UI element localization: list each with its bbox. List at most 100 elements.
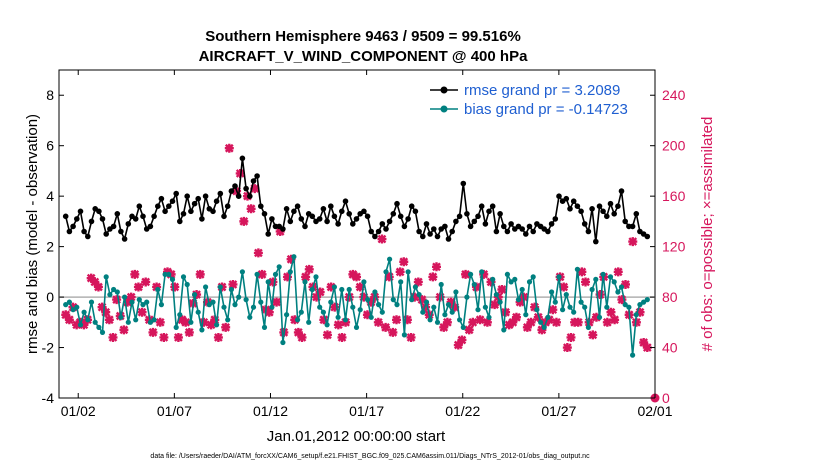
bias-point <box>412 284 418 290</box>
bias-point <box>313 274 319 280</box>
right-y-tick-label: 120 <box>662 239 686 255</box>
bias-point <box>247 314 253 320</box>
bias-point <box>526 279 533 285</box>
bias-point <box>434 319 441 325</box>
obs-count-marker <box>381 322 391 332</box>
bias-point <box>236 294 242 300</box>
rmse-point <box>633 211 640 217</box>
bias-point <box>534 307 540 313</box>
bias-point <box>232 302 238 308</box>
obs-count-marker <box>264 307 274 317</box>
bias-point <box>147 319 153 325</box>
obs-count-marker <box>511 312 521 322</box>
obs-count-marker <box>581 277 591 287</box>
bias-point <box>346 286 352 293</box>
obs-count-marker <box>297 332 307 342</box>
bias-point <box>641 299 647 305</box>
legend-rmse-marker <box>440 86 448 94</box>
rmse-point <box>574 203 581 209</box>
obs-count-marker <box>613 267 623 277</box>
bias-point <box>475 307 481 313</box>
right-y-tick-label: 200 <box>662 138 686 154</box>
bias-point <box>379 309 385 315</box>
obs-count-marker <box>159 332 169 342</box>
bias-point <box>63 302 69 308</box>
obs-count-marker <box>184 327 194 337</box>
obs-count-marker <box>108 332 118 342</box>
rmse-point <box>420 233 426 240</box>
rmse-point <box>567 206 573 212</box>
bias-point <box>567 304 573 310</box>
rmse-point <box>232 183 238 189</box>
obs-count-marker <box>112 295 122 305</box>
obs-count-marker <box>86 273 96 283</box>
bias-point <box>490 276 496 282</box>
obs-count-marker <box>373 317 383 327</box>
bias-point <box>350 304 356 310</box>
rmse-point <box>604 213 610 220</box>
bias-point <box>155 286 161 293</box>
obs-count-marker <box>548 305 558 315</box>
obs-count-marker <box>635 307 645 317</box>
obs-count-marker <box>515 297 525 307</box>
obs-count-marker <box>573 317 583 327</box>
bias-point <box>633 312 639 318</box>
bias-point <box>324 322 330 328</box>
bias-point <box>81 309 87 315</box>
rmse-point <box>265 231 272 237</box>
bias-point <box>291 254 297 260</box>
rmse-point <box>180 211 187 217</box>
right-y-axis: 0 40 80 120 160 200 240 <box>650 87 686 406</box>
bias-point <box>221 304 227 310</box>
rmse-point <box>578 208 584 215</box>
rmse-point <box>629 223 636 230</box>
rmse-point <box>217 190 224 197</box>
obs-count-marker <box>101 307 111 317</box>
obs-count-marker <box>282 272 292 282</box>
rmse-point <box>350 221 356 227</box>
obs-count-marker <box>170 282 180 292</box>
rmse-point <box>596 203 603 209</box>
bias-point <box>468 271 474 277</box>
rmse-point <box>364 213 371 220</box>
bias-point <box>158 302 164 308</box>
bias-point <box>144 299 150 305</box>
rmse-point <box>235 193 242 199</box>
rmse-point <box>423 221 430 227</box>
bias-point <box>284 312 290 318</box>
bias-point <box>129 299 135 305</box>
bias-point <box>353 324 360 330</box>
obs-count-marker <box>392 315 402 325</box>
bias-point <box>265 279 271 285</box>
bias-point <box>173 324 179 330</box>
rmse-point <box>585 228 592 235</box>
bias-point <box>317 304 323 310</box>
rmse-point <box>339 208 345 215</box>
rmse-point <box>501 223 507 230</box>
bias-point <box>600 271 606 277</box>
left-y-tick-label: 8 <box>46 87 54 103</box>
obs-count-marker <box>213 332 223 342</box>
obs-count-marker <box>591 312 601 322</box>
rmse-point <box>478 203 485 209</box>
bias-point <box>331 284 337 290</box>
bias-point <box>401 332 407 338</box>
rmse-point <box>412 208 419 215</box>
bias-point <box>368 314 374 320</box>
bias-point <box>111 286 117 293</box>
rmse-point <box>316 216 323 222</box>
obs-count-marker <box>439 322 449 332</box>
obs-count-marker <box>464 325 474 335</box>
rmse-point <box>449 228 456 235</box>
obs-count-marker <box>293 327 303 337</box>
bias-point <box>383 269 389 275</box>
bias-point <box>563 292 569 298</box>
obs-count-marker <box>148 327 158 337</box>
rmse-point <box>335 221 341 227</box>
bias-point <box>398 279 404 285</box>
bias-point <box>618 284 625 290</box>
title-line-2: AIRCRAFT_V_WIND_COMPONENT @ 400 hPa <box>199 48 529 65</box>
rmse-point <box>497 211 503 217</box>
bias-point <box>217 284 223 290</box>
